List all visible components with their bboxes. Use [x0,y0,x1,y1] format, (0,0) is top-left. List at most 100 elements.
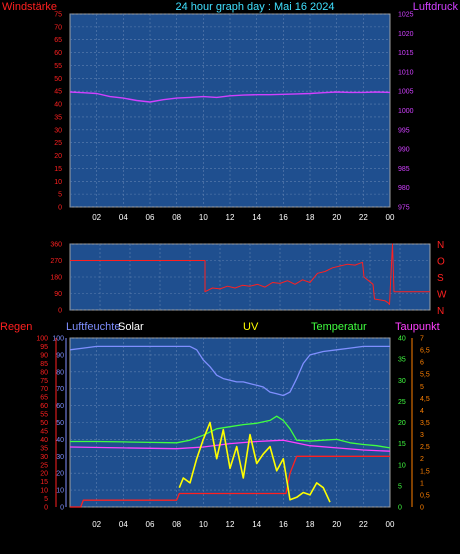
humidity-axis-label: Luftfeuchte [66,321,120,333]
y-tick-label: 65 [40,395,48,402]
direction-line [70,243,430,305]
uv-line [178,421,331,503]
y-tick-label: 10 [398,462,406,469]
y-tick-label: 30 [40,454,48,461]
y-tick-label: 75 [40,378,48,385]
x-tick-label: 08 [172,213,181,222]
y-tick-label: 50 [40,420,48,427]
y-tick-label: 35 [40,445,48,452]
y-tick-label: 25 [40,462,48,469]
y-tick-label: 30 [56,454,64,461]
y-tick-label: 20 [40,471,48,478]
dewpoint-axis-label: Taupunkt [395,321,440,333]
x-tick-label: 06 [146,213,155,222]
direction-label: W [437,290,447,301]
y-tick-label: 4,5 [420,396,430,403]
y-tick-label: 70 [54,24,62,31]
y-tick-label: 55 [54,63,62,70]
x-tick-label: 04 [119,213,128,222]
y-tick-label: 60 [56,403,64,410]
x-tick-label: 00 [386,520,395,529]
x-tick-label: 20 [332,213,341,222]
y-tick-label: 0 [58,308,62,315]
pressure-axis-label: Luftdruck [413,1,459,13]
y-tick-label: 1000 [398,108,414,115]
y-tick-label: 0 [44,505,48,512]
y-tick-label: 5 [398,483,402,490]
y-tick-label: 60 [54,50,62,57]
y-tick-label: 7 [420,336,424,343]
y-tick-label: 2,5 [420,444,430,451]
y-tick-label: 10 [54,179,62,186]
y-tick-label: 975 [398,205,410,212]
x-tick-label: 00 [386,213,395,222]
y-tick-label: 40 [398,336,406,343]
y-tick-label: 0 [60,505,64,512]
y-tick-label: 90 [40,352,48,359]
x-tick-label: 16 [279,520,288,529]
y-tick-label: 50 [54,76,62,83]
y-tick-label: 1025 [398,12,414,19]
y-tick-label: 5 [58,192,62,199]
y-tick-label: 45 [40,428,48,435]
y-tick-label: 20 [398,420,406,427]
y-tick-label: 995 [398,127,410,134]
y-tick-label: 20 [54,153,62,160]
y-tick-label: 90 [54,291,62,298]
y-tick-label: 0 [398,505,402,512]
y-tick-label: 75 [54,12,62,19]
y-tick-label: 50 [56,420,64,427]
y-tick-label: 95 [40,344,48,351]
uv-axis-label: UV [243,321,259,333]
temperature-line [70,415,391,449]
pressure-line [69,91,391,103]
y-tick-label: 40 [40,437,48,444]
x-tick-label: 22 [359,213,368,222]
y-tick-label: 990 [398,147,410,154]
y-tick-label: 1015 [398,50,414,57]
dewpoint-line [69,439,391,452]
direction-label: O [437,257,445,268]
y-tick-label: 5 [420,384,424,391]
y-tick-label: 4 [420,408,424,415]
solar-axis-label: Solar [118,321,144,333]
y-tick-label: 15 [54,166,62,173]
x-tick-label: 22 [359,520,368,529]
y-tick-label: 40 [54,102,62,109]
y-tick-label: 70 [40,386,48,393]
x-tick-label: 18 [306,213,315,222]
y-tick-label: 15 [398,441,406,448]
y-tick-label: 30 [398,378,406,385]
y-tick-label: 3 [420,432,424,439]
y-tick-label: 5 [44,496,48,503]
x-tick-label: 12 [226,213,235,222]
y-tick-label: 360 [50,242,62,249]
y-tick-label: 70 [56,386,64,393]
y-tick-label: 985 [398,166,410,173]
y-tick-label: 0 [58,205,62,212]
x-tick-label: 14 [252,520,261,529]
y-tick-label: 25 [398,399,406,406]
x-tick-label: 10 [199,213,208,222]
rain-axis-label: Regen [0,321,32,333]
x-tick-label: 16 [279,213,288,222]
x-tick-label: 02 [92,520,101,529]
y-tick-label: 1020 [398,31,414,38]
x-tick-label: 12 [226,520,235,529]
x-tick-label: 10 [199,520,208,529]
x-tick-label: 18 [306,520,315,529]
y-tick-label: 80 [40,369,48,376]
y-tick-label: 100 [52,336,64,343]
y-tick-label: 100 [36,336,48,343]
x-tick-label: 20 [332,520,341,529]
y-tick-label: 980 [398,185,410,192]
y-tick-label: 1 [420,480,424,487]
y-tick-label: 25 [54,140,62,147]
y-tick-label: 180 [50,275,62,282]
y-tick-label: 85 [40,361,48,368]
y-tick-label: 6,5 [420,348,430,355]
y-tick-label: 65 [54,37,62,44]
y-tick-label: 80 [56,369,64,376]
y-tick-label: 40 [56,437,64,444]
y-tick-label: 45 [54,89,62,96]
